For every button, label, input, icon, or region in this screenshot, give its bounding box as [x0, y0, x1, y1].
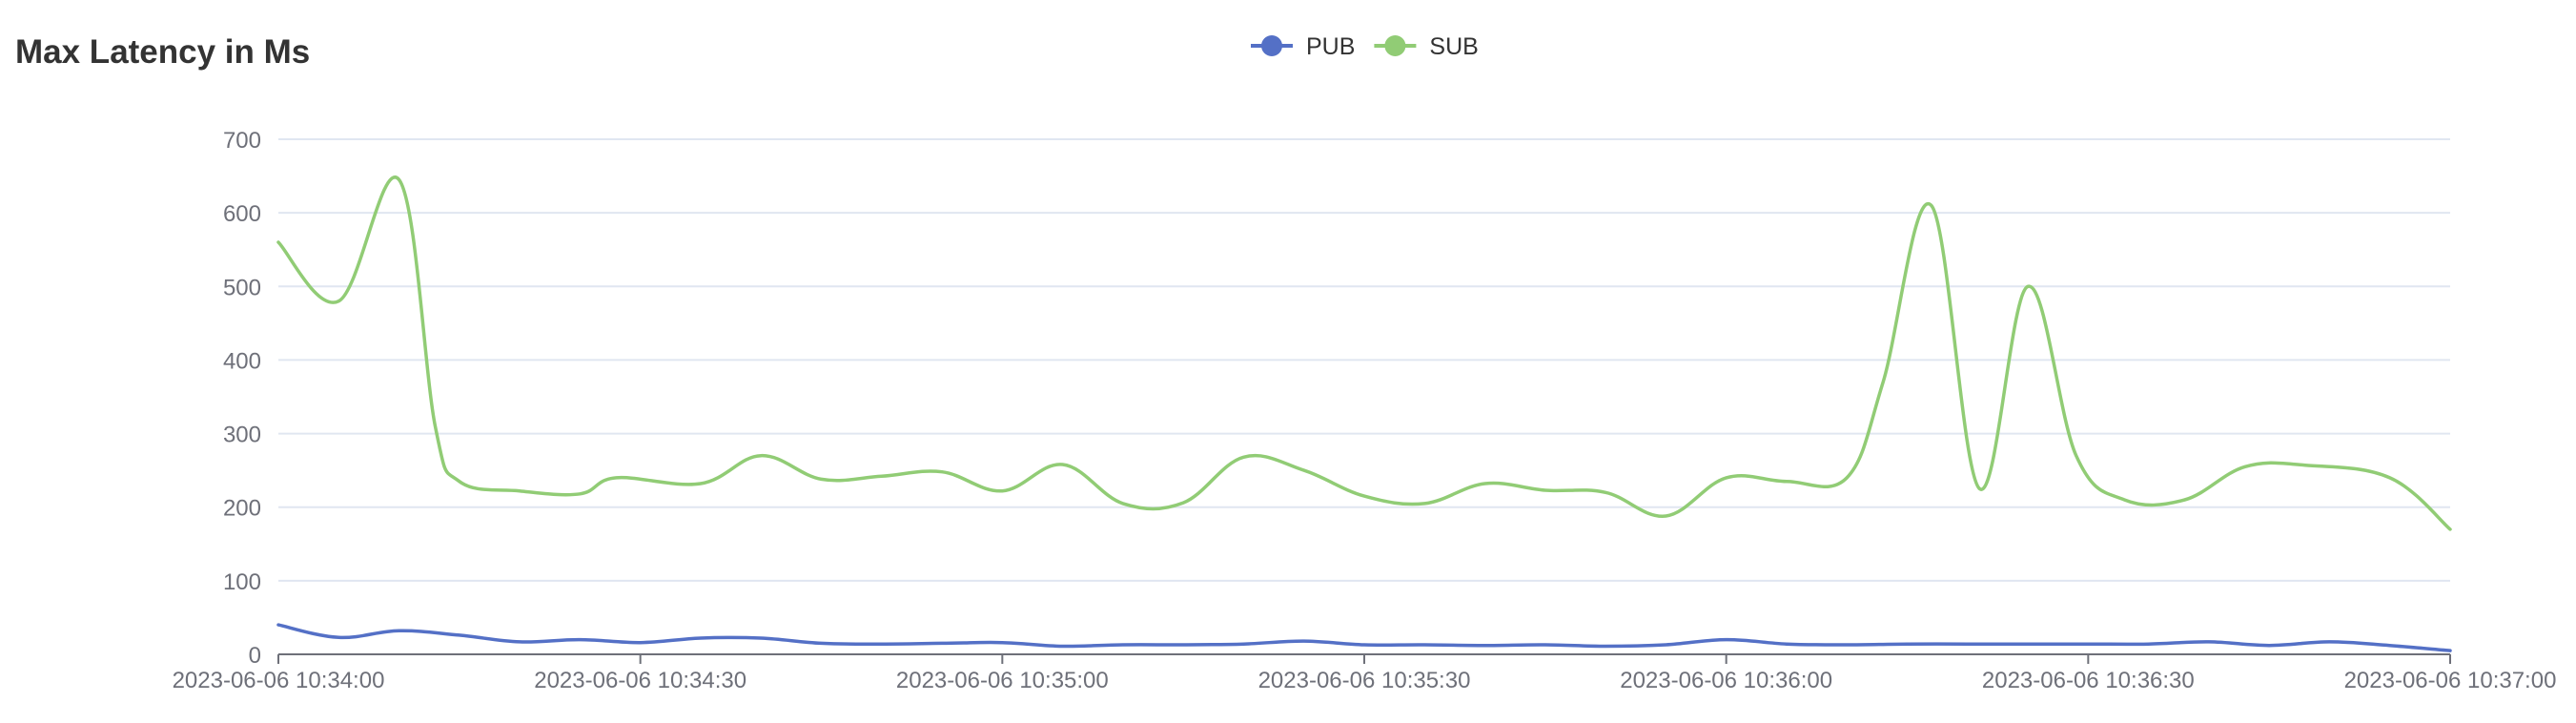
y-tick-label: 400: [223, 348, 261, 374]
x-tick-label: 2023-06-06 10:36:30: [1982, 668, 2195, 693]
chart-series: [276, 176, 2452, 652]
y-tick-label: 100: [223, 569, 261, 595]
legend-label: PUB: [1306, 33, 1355, 60]
y-tick-label: 500: [223, 275, 261, 300]
y-tick-label: 200: [223, 496, 261, 522]
x-tick-label: 2023-06-06 10:34:00: [173, 668, 385, 693]
y-tick-label: 300: [223, 423, 261, 448]
y-tick-label: 600: [223, 201, 261, 227]
series-line-pub: [276, 623, 2452, 652]
chart-legend[interactable]: PUB SUB: [1251, 33, 1479, 60]
legend-swatch-dot: [1261, 35, 1282, 56]
legend-item-sub[interactable]: SUB: [1374, 33, 1479, 60]
y-tick-label: 700: [223, 128, 261, 154]
x-tick-label: 2023-06-06 10:34:30: [534, 668, 746, 693]
chart-title: Max Latency in Ms: [15, 33, 310, 71]
legend-label: SUB: [1429, 33, 1478, 60]
x-tick-label: 2023-06-06 10:35:30: [1258, 668, 1471, 693]
x-tick-label: 2023-06-06 10:36:00: [1620, 668, 1832, 693]
y-tick-label: 0: [249, 643, 261, 669]
series-line-sub: [276, 176, 2452, 531]
chart-gridlines: [278, 138, 2450, 582]
x-tick-label: 2023-06-06 10:35:00: [896, 668, 1109, 693]
chart-axes: 0 100 200 300 400 500 600 700 2023-06-06 10:34:0…: [173, 128, 2557, 693]
x-tick-label: 2023-06-06 10:37:00: [2344, 668, 2557, 693]
legend-item-pub[interactable]: PUB: [1251, 33, 1355, 60]
legend-swatch-dot: [1384, 35, 1406, 56]
